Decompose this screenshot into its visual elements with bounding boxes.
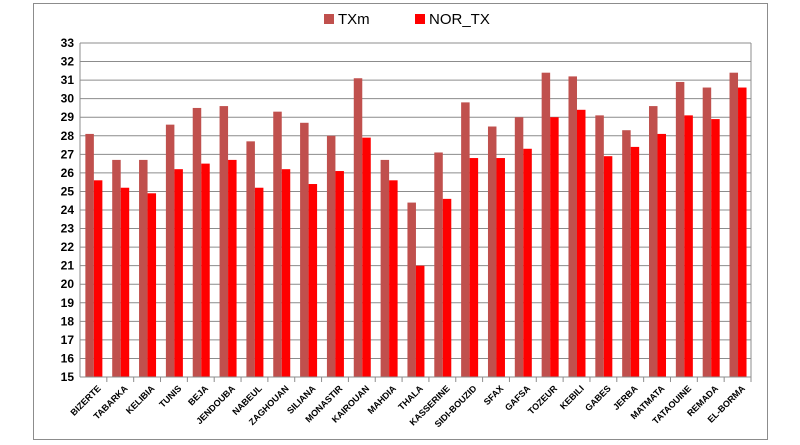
y-tick-label: 32	[61, 55, 75, 69]
bar-nor-tx-remada	[711, 119, 720, 378]
y-tick-label: 22	[61, 240, 75, 254]
y-tick-label: 29	[61, 110, 75, 124]
y-tick-label: 26	[61, 166, 75, 180]
bar-txm-siliana	[300, 122, 309, 378]
bar-nor-tx-jendouba	[228, 159, 237, 377]
bar-txm-kelibia	[139, 159, 148, 377]
bar-txm-sfax	[487, 126, 497, 377]
legend-swatch-nor-tx	[415, 14, 425, 24]
y-tick-label: 19	[61, 296, 75, 310]
bar-txm-jerba	[622, 130, 631, 377]
bar-nor-tx-kebili	[576, 109, 586, 378]
bar-nor-tx-kasserine	[442, 198, 452, 377]
bar-nor-tx-siliana	[308, 184, 318, 377]
bar-nor-tx-kairouan	[362, 137, 371, 377]
x-tick-label: KELIBIA	[124, 383, 157, 416]
y-tick-label: 23	[61, 222, 75, 236]
y-tick-label: 17	[61, 333, 75, 347]
bar-nor-tx-tozeur	[550, 117, 559, 377]
x-tick-label: MAHDIA	[366, 383, 399, 416]
bar-nor-tx-el-borma	[738, 87, 747, 378]
bar-nor-tx-gabes	[603, 156, 613, 377]
bar-txm-matmata	[649, 106, 658, 377]
bar-txm-nabeul	[246, 141, 255, 377]
y-tick-label: 18	[61, 314, 75, 328]
bar-nor-tx-sidi-bouzid	[469, 158, 479, 377]
bar-txm-jendouba	[219, 106, 229, 377]
bar-txm-tunis	[165, 124, 175, 378]
y-axis: 15 16 17 18 19 20 21 22 23 24 25 26 27 28 29 30 31 32 33	[61, 36, 752, 384]
x-tick-label: KEBILI	[558, 383, 586, 411]
bar-txm-kairouan	[353, 78, 363, 377]
bar-chart: TXm NOR_TX 15 16 17 18 19 20 21 22 23 24 25 26 27 28 2…	[61, 11, 752, 429]
legend: TXm NOR_TX	[324, 11, 490, 28]
chart-frame: TXm NOR_TX 15 16 17 18 19 20 21 22 23 24 25 26 27 28 2…	[33, 3, 768, 440]
bar-nor-tx-zaghouan	[281, 169, 291, 377]
bar-nor-tx-monastir	[335, 171, 344, 377]
y-tick-label: 30	[61, 92, 75, 106]
bar-nor-tx-sfax	[496, 158, 505, 377]
bar-nor-tx-gafsa	[523, 148, 532, 377]
y-tick-label: 33	[61, 36, 75, 50]
y-tick-label: 24	[61, 203, 75, 217]
bar-txm-sidi-bouzid	[461, 102, 470, 377]
bar-txm-kebili	[568, 76, 577, 378]
y-tick-label: 28	[61, 129, 75, 143]
bar-nor-tx-tabarka	[120, 187, 130, 377]
bar-nor-tx-matmata	[657, 133, 667, 377]
bar-nor-tx-tataouine	[684, 115, 693, 377]
legend-swatch-txm	[324, 14, 334, 24]
y-tick-label: 27	[61, 147, 75, 161]
bar-txm-tataouine	[675, 81, 685, 377]
bar-txm-el-borma	[729, 72, 739, 377]
bar-txm-bizerte	[85, 133, 94, 377]
bar-nor-tx-bizerte	[93, 180, 103, 377]
bar-nor-tx-tunis	[174, 169, 183, 377]
y-tick-label: 15	[61, 370, 75, 384]
bar-nor-tx-nabeul	[254, 187, 264, 377]
bar-txm-monastir	[326, 135, 336, 377]
bar-txm-thala	[407, 202, 416, 377]
legend-label-nor-tx: NOR_TX	[429, 11, 490, 28]
x-tick-label: SFAX	[482, 383, 506, 407]
bar-txm-gabes	[595, 115, 604, 377]
x-tick-label: TUNIS	[157, 383, 183, 409]
bar-txm-beja	[192, 107, 202, 377]
bar-nor-tx-jerba	[630, 146, 640, 377]
y-tick-label: 21	[61, 259, 75, 273]
bar-txm-mahdia	[380, 159, 390, 377]
bar-txm-zaghouan	[273, 111, 282, 378]
bar-txm-tabarka	[112, 159, 121, 377]
bar-nor-tx-kelibia	[147, 193, 157, 377]
bar-txm-remada	[702, 87, 712, 378]
x-tick-label: BEJA	[186, 383, 210, 407]
y-tick-label: 25	[61, 184, 75, 198]
bar-txm-tozeur	[541, 72, 551, 377]
y-tick-label: 20	[61, 277, 75, 291]
bars	[85, 72, 747, 378]
x-tick-label: TOZEUR	[526, 383, 559, 416]
bar-txm-kasserine	[434, 152, 443, 377]
y-tick-label: 31	[61, 73, 75, 87]
y-tick-label: 16	[61, 351, 75, 365]
legend-label-txm: TXm	[338, 11, 370, 28]
bar-txm-gafsa	[514, 117, 524, 377]
bar-nor-tx-thala	[415, 265, 425, 377]
x-tick-label: GABES	[583, 383, 613, 413]
bar-nor-tx-mahdia	[389, 180, 398, 377]
bar-nor-tx-beja	[201, 163, 210, 377]
